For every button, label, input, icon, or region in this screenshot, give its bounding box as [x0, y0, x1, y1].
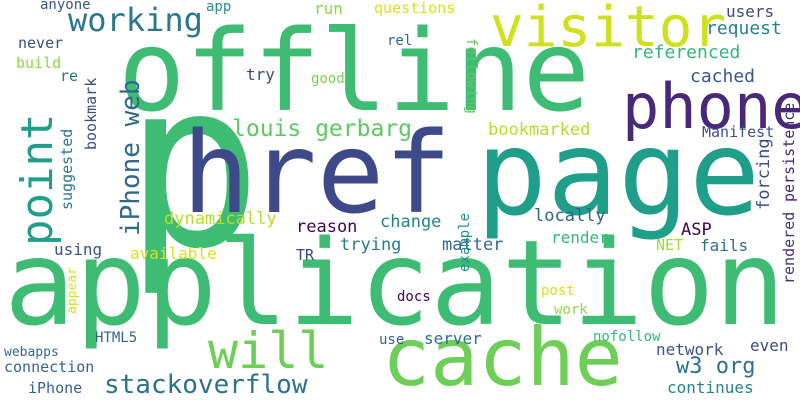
word-matter: matter: [442, 235, 504, 255]
word-cache: cache: [382, 311, 623, 400]
word-manifest: Manifest: [702, 123, 775, 141]
word-offline: offline: [118, 7, 591, 137]
word-connection: connection: [4, 358, 95, 376]
word-even: even: [750, 336, 789, 355]
word-example: example: [457, 212, 473, 272]
word-reason: reason: [296, 217, 358, 237]
word-persistence: persistence: [780, 102, 798, 202]
word-referenced: referenced: [632, 42, 741, 63]
word-application: application: [4, 214, 786, 352]
word-work: work: [554, 302, 588, 318]
word-anyone: anyone: [40, 0, 91, 13]
word-tr: TR: [296, 246, 315, 264]
word-appear: appear: [65, 267, 80, 314]
word-build: build: [16, 54, 62, 72]
word-nofollow: nofollow: [593, 329, 661, 345]
word-bookmark: bookmark: [82, 77, 100, 150]
word-webapps: webapps: [4, 345, 59, 360]
word-point: point: [12, 113, 63, 246]
word-rel: rel: [387, 33, 413, 49]
word-use: use: [379, 332, 405, 348]
word-visitor: visitor: [490, 0, 727, 60]
word-server: server: [424, 329, 482, 348]
word-stackoverflow: stackoverflow: [104, 370, 308, 400]
word-iphone-web: iPhone web: [116, 79, 146, 236]
word-cached: cached: [690, 66, 756, 87]
word-forcing: forcing: [754, 138, 774, 210]
word-change: change: [380, 212, 442, 232]
word-available: available: [130, 244, 217, 263]
word-locally: locally: [534, 206, 606, 226]
word-page: page: [476, 104, 761, 242]
word-re: re: [60, 67, 79, 85]
word-bookmarked: bookmarked: [488, 120, 591, 140]
word-will: will: [208, 322, 329, 380]
word-asp: ASP: [681, 220, 712, 240]
word-following: following: [463, 38, 479, 114]
word-dynamically: dynamically: [164, 209, 277, 229]
word-suggested: suggested: [58, 128, 76, 210]
word-p: p: [124, 33, 263, 300]
word-href: href: [182, 109, 452, 239]
word-html5: HTML5: [95, 330, 138, 346]
word-render: render: [551, 228, 609, 247]
word-fails: fails: [700, 236, 749, 255]
word-working: working: [68, 1, 203, 39]
word-questions: questions: [374, 0, 456, 17]
word-try: try: [246, 65, 275, 84]
word-rendered: rendered: [780, 211, 798, 284]
word-request: request: [706, 18, 782, 39]
word-good: good: [311, 71, 345, 87]
word-net: NET: [656, 236, 684, 254]
word-never: never: [18, 34, 64, 52]
word-docs: docs: [397, 289, 431, 305]
word-network: network: [656, 340, 724, 359]
word-users: users: [726, 2, 775, 21]
word-trying: trying: [340, 235, 402, 255]
word-post: post: [541, 283, 575, 299]
word-using: using: [54, 240, 103, 259]
word-iphone: iPhone: [28, 379, 83, 397]
word-continues: continues: [667, 378, 754, 397]
word-louis-gerbarg: louis gerbarg: [232, 116, 413, 142]
word-run: run: [314, 0, 343, 18]
word-app: app: [206, 0, 232, 15]
word-phone: phone: [622, 70, 800, 143]
word-w3-org: w3 org: [676, 354, 756, 379]
